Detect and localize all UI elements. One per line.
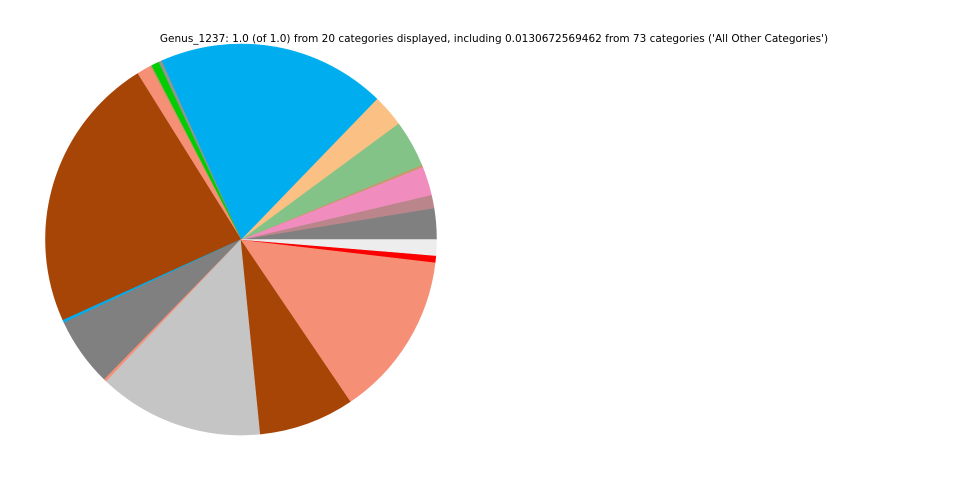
pie-slice-18 — [240, 239, 436, 402]
pie-slice-20 — [240, 239, 437, 256]
pie-slices-group — [45, 43, 437, 436]
chart-title: Genus_1237: 1.0 (of 1.0) from 20 categor… — [159, 33, 829, 45]
pie-slice-17 — [240, 239, 351, 435]
pie-slice-16 — [106, 239, 261, 436]
pie-slice-12 — [45, 73, 242, 321]
pie-slice-07 — [161, 43, 378, 240]
